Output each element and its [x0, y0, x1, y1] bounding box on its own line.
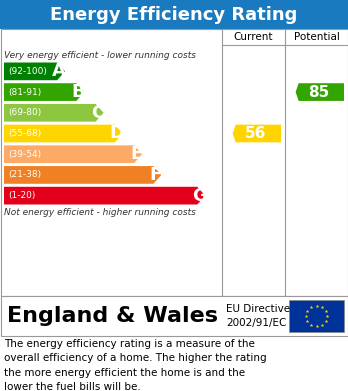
Text: 85: 85	[308, 84, 329, 100]
Polygon shape	[4, 104, 103, 122]
Text: A: A	[52, 62, 66, 81]
Text: (92-100): (92-100)	[8, 67, 47, 76]
Polygon shape	[296, 83, 344, 101]
Text: Current: Current	[234, 32, 273, 42]
Text: The energy efficiency rating is a measure of the
overall efficiency of a home. T: The energy efficiency rating is a measur…	[4, 339, 267, 391]
Text: E: E	[130, 145, 142, 163]
Text: Very energy efficient - lower running costs: Very energy efficient - lower running co…	[4, 51, 196, 60]
Text: (55-68): (55-68)	[8, 129, 41, 138]
Text: Potential: Potential	[294, 32, 339, 42]
Text: D: D	[109, 124, 124, 142]
Bar	[0, 29, 348, 296]
Text: EU Directive
2002/91/EC: EU Directive 2002/91/EC	[226, 304, 290, 328]
Polygon shape	[4, 145, 142, 163]
Text: England & Wales: England & Wales	[7, 306, 218, 326]
Text: B: B	[71, 83, 85, 101]
Polygon shape	[4, 83, 84, 101]
Polygon shape	[4, 166, 161, 184]
Polygon shape	[233, 125, 281, 142]
Text: G: G	[192, 187, 207, 204]
Text: (69-80): (69-80)	[8, 108, 41, 117]
Polygon shape	[4, 187, 205, 204]
Polygon shape	[4, 125, 123, 142]
Text: C: C	[91, 104, 104, 122]
Bar	[0, 296, 348, 336]
Text: (81-91): (81-91)	[8, 88, 41, 97]
Text: (1-20): (1-20)	[8, 191, 35, 200]
Text: Not energy efficient - higher running costs: Not energy efficient - higher running co…	[4, 208, 196, 217]
Text: (39-54): (39-54)	[8, 150, 41, 159]
Bar	[289, 300, 344, 332]
Text: 56: 56	[245, 126, 266, 141]
Text: F: F	[149, 166, 161, 184]
Bar	[0, 0, 348, 29]
Text: Energy Efficiency Rating: Energy Efficiency Rating	[50, 5, 298, 23]
Text: (21-38): (21-38)	[8, 170, 41, 179]
Polygon shape	[4, 63, 65, 80]
